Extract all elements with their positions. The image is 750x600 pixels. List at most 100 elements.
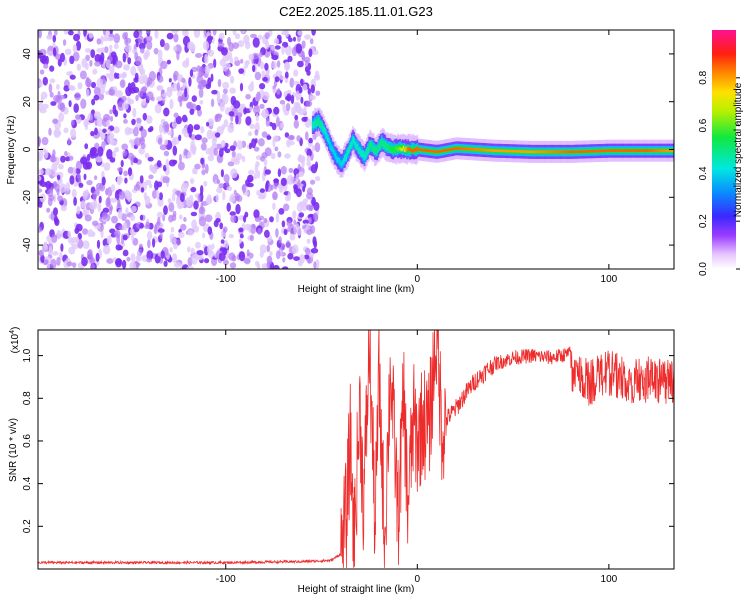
- heatmap-noise-cell: [191, 254, 198, 265]
- heatmap-noise-cell: [72, 51, 80, 62]
- heatmap-noise-cell: [138, 42, 146, 50]
- heatmap-ridge-cell: [492, 149, 495, 152]
- heatmap-noise-cell: [84, 48, 92, 53]
- heatmap-ridge-cell: [382, 140, 384, 145]
- heatmap-ridge-cell: [324, 130, 327, 134]
- heatmap-noise-cell: [105, 197, 111, 208]
- heatmap-noise-cell: [257, 263, 261, 269]
- heatmap-noise-cell: [98, 195, 102, 204]
- heatmap-noise-cell: [122, 150, 128, 157]
- heatmap-ridge-cell: [393, 146, 396, 150]
- heatmap-noise-cell: [77, 82, 83, 90]
- heatmap-ridge-cell: [459, 147, 461, 150]
- heatmap-noise-cell: [142, 112, 147, 121]
- heatmap-noise-cell: [207, 35, 214, 41]
- heatmap-noise-cell: [220, 140, 226, 148]
- heatmap-noise-cell: [163, 107, 170, 117]
- heatmap-noise-cell: [266, 255, 273, 266]
- heatmap-noise-cell: [216, 91, 221, 102]
- heatmap-noise-cell: [313, 261, 317, 269]
- heatmap-ridge-cell: [336, 157, 338, 161]
- heatmap-noise-cell: [145, 49, 150, 58]
- heatmap-noise-cell: [41, 243, 49, 253]
- heatmap-ridge-cell: [353, 139, 355, 144]
- heatmap-noise-cell: [204, 65, 211, 75]
- heatmap-ridge-cell: [477, 148, 480, 151]
- heatmap-noise-cell: [225, 69, 232, 77]
- heatmap-ridge-cell: [633, 149, 636, 152]
- heatmap-noise-cell: [167, 198, 172, 204]
- heatmap-ridge-cell: [402, 145, 405, 150]
- heatmap-noise-cell: [280, 122, 284, 129]
- heatmap-noise-cell: [69, 55, 75, 65]
- heatmap-noise-cell: [257, 34, 263, 41]
- heatmap-ridge-cell: [376, 147, 378, 151]
- heatmap-noise-cell: [138, 243, 143, 249]
- heatmap-noise-cell: [242, 183, 246, 194]
- heatmap-noise-cell: [178, 134, 182, 141]
- heatmap-noise-cell: [114, 146, 120, 153]
- heatmap-ridge-cell: [323, 129, 326, 133]
- heatmap-ridge-cell: [528, 150, 530, 153]
- heatmap-ytick-label: 20: [22, 96, 33, 108]
- heatmap-ridge-cell: [391, 148, 393, 152]
- heatmap-ridge-cell: [472, 148, 475, 151]
- heatmap-noise-cell: [109, 65, 115, 74]
- heatmap-noise-cell: [238, 68, 245, 74]
- heatmap-ridge-cell: [432, 150, 435, 153]
- heatmap-noise-cell: [205, 148, 212, 155]
- heatmap-ridge-cell: [433, 150, 436, 153]
- heatmap-noise-cell: [234, 56, 239, 62]
- heatmap-noise-cell: [311, 30, 316, 36]
- heatmap-noise-cell: [75, 223, 83, 232]
- heatmap-noise-cell: [301, 159, 305, 168]
- heatmap-noise-cell: [200, 142, 207, 151]
- heatmap-noise-cell: [67, 166, 75, 174]
- heatmap-noise-cell: [105, 59, 111, 69]
- heatmap-ridge-cell: [484, 148, 486, 152]
- heatmap-noise-cell: [311, 196, 316, 207]
- heatmap-ridge-cell: [325, 135, 328, 139]
- heatmap-ridge-cell: [566, 150, 568, 154]
- heatmap-ridge-cell: [601, 149, 604, 153]
- heatmap-noise-cell: [251, 138, 257, 149]
- snr-xlabel: Height of straight line (km): [298, 584, 415, 595]
- heatmap-ridge-cell: [488, 149, 491, 152]
- heatmap-noise-cell: [194, 134, 202, 141]
- heatmap-ridge-cell: [406, 147, 408, 151]
- heatmap-noise-cell: [84, 214, 92, 222]
- heatmap-ridge-cell: [501, 149, 504, 153]
- heatmap-ridge-cell: [429, 149, 431, 153]
- heatmap-noise-cell: [312, 236, 317, 246]
- heatmap-noise-cell: [54, 30, 58, 36]
- heatmap-noise-cell: [259, 83, 266, 90]
- heatmap-noise-cell: [195, 53, 203, 58]
- heatmap-noise-cell: [224, 148, 231, 154]
- heatmap-ridge-cell: [549, 150, 552, 154]
- heatmap-noise-cell: [123, 113, 127, 119]
- heatmap-noise-cell: [287, 174, 294, 185]
- heatmap-noise-cell: [205, 196, 213, 205]
- heatmap-noise-cell: [238, 251, 246, 262]
- heatmap-noise-cell: [84, 63, 89, 70]
- heatmap-ridge-cell: [671, 149, 674, 152]
- heatmap-ridge-cell: [654, 149, 657, 152]
- heatmap-ridge-cell: [579, 150, 582, 153]
- heatmap-noise-cell: [123, 119, 128, 124]
- heatmap-noise-cell: [213, 147, 219, 156]
- heatmap-noise-cell: [107, 129, 111, 135]
- heatmap-noise-cell: [232, 30, 237, 36]
- heatmap-noise-cell: [102, 128, 107, 134]
- heatmap-noise-cell: [273, 178, 279, 184]
- heatmap-noise-cell: [248, 83, 255, 92]
- heatmap-noise-cell: [46, 207, 51, 213]
- heatmap-noise-cell: [286, 93, 292, 102]
- heatmap-noise-cell: [113, 126, 120, 134]
- heatmap-noise-cell: [232, 42, 240, 49]
- colorbar-tick-label: 0.6: [698, 118, 709, 132]
- heatmap-ridge-cell: [355, 145, 358, 149]
- heatmap-noise-cell: [94, 61, 101, 67]
- heatmap-noise-cell: [122, 52, 127, 63]
- heatmap-noise-cell: [313, 213, 318, 221]
